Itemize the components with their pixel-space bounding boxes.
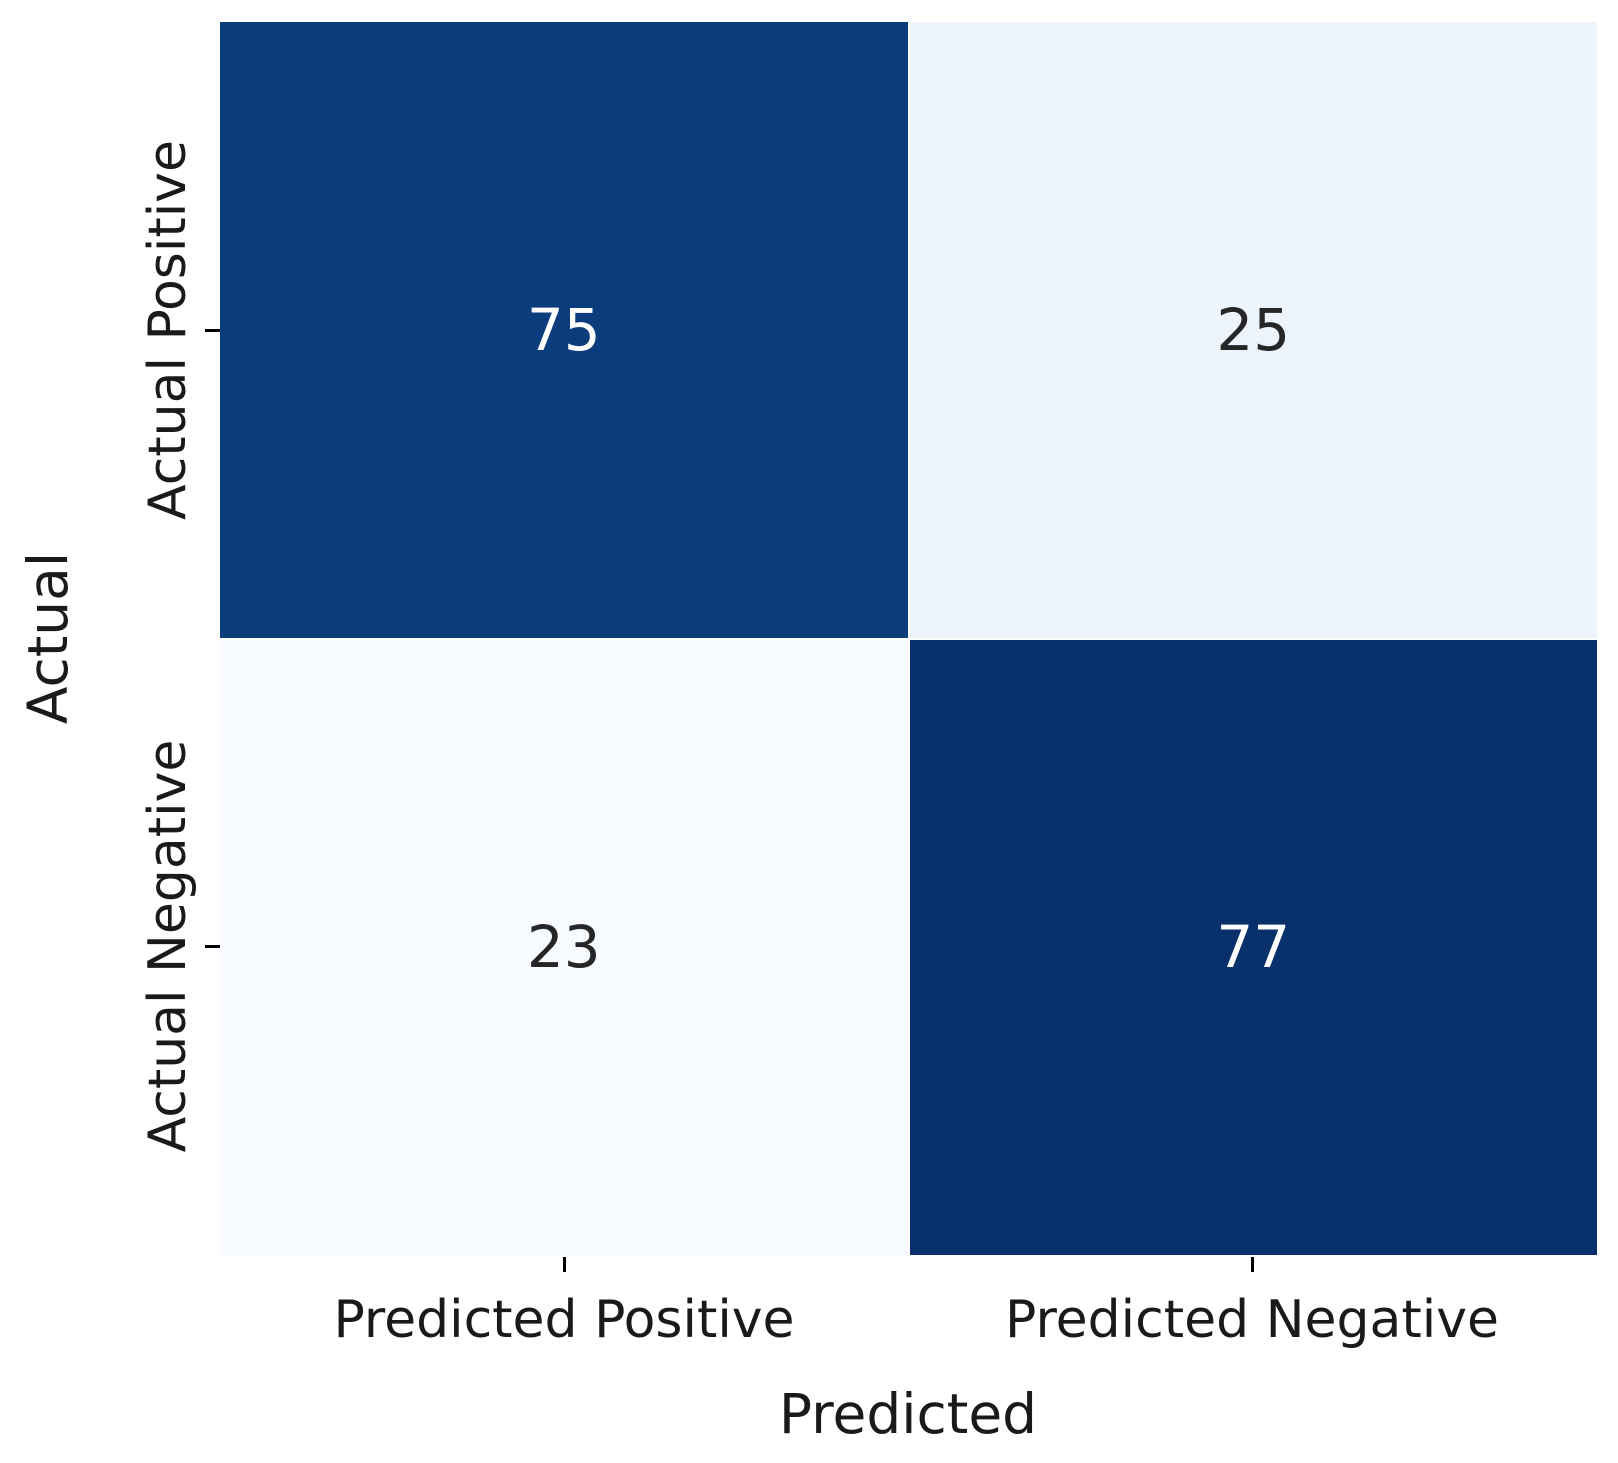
x-axis-label: Predicted <box>778 1382 1038 1446</box>
y-axis-label: Actual <box>16 551 80 725</box>
cell-true-negative: 77 <box>909 639 1597 1255</box>
cell-true-positive: 75 <box>220 22 908 638</box>
y-tick-label-actual-negative: Actual Negative <box>138 739 198 1153</box>
y-tick-mark-positive <box>205 329 220 332</box>
cell-false-negative: 25 <box>909 22 1597 638</box>
y-tick-label-actual-positive: Actual Positive <box>138 140 198 520</box>
x-tick-label-predicted-negative: Predicted Negative <box>1005 1290 1499 1350</box>
cell-value-false-positive: 23 <box>526 913 601 982</box>
x-tick-mark-negative <box>1251 1257 1254 1272</box>
cell-value-false-negative: 25 <box>1216 295 1291 364</box>
x-tick-label-predicted-positive: Predicted Positive <box>333 1290 795 1350</box>
cell-value-true-negative: 77 <box>1216 913 1291 982</box>
confusion-matrix-heatmap: 75 25 23 77 <box>220 22 1597 1255</box>
y-tick-mark-negative <box>205 945 220 948</box>
cell-false-positive: 23 <box>220 639 908 1255</box>
cell-value-true-positive: 75 <box>526 295 601 364</box>
x-tick-mark-positive <box>563 1257 566 1272</box>
